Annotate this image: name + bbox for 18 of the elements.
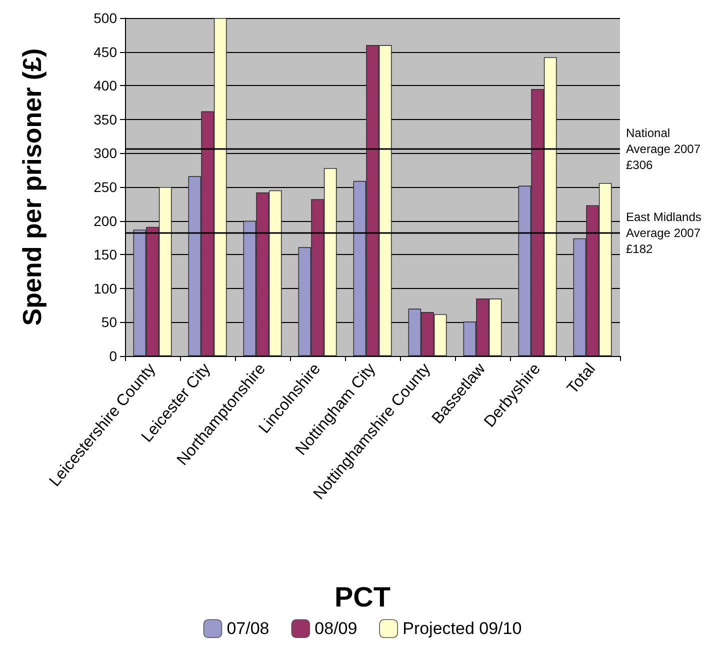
y-tick-label: 200	[94, 212, 118, 229]
y-tick-label: 400	[94, 78, 118, 94]
y-tick-label: 100	[94, 280, 118, 296]
y-tick-label: 150	[94, 246, 118, 263]
y-tick-label: 350	[94, 111, 118, 128]
ref-line-label: East Midlands Average 2007 £182	[626, 210, 705, 256]
x-axis-title: PCT	[334, 582, 390, 612]
y-tick-label: 0	[109, 348, 118, 364]
y-axis-title: Spend per prisoner (£)	[17, 48, 47, 326]
legend-label: Projected 09/10	[402, 619, 522, 638]
ref-line-label: National Average 2007 £306	[626, 126, 704, 172]
legend-label: 08/09	[314, 619, 358, 638]
y-tick-label: 250	[94, 179, 118, 195]
legend-label: 07/08	[226, 619, 270, 638]
y-tick-label: 450	[94, 44, 118, 60]
y-tick-label: 50	[101, 314, 118, 330]
y-tick-label: 300	[94, 145, 118, 162]
y-tick-label: 500	[94, 10, 118, 26]
